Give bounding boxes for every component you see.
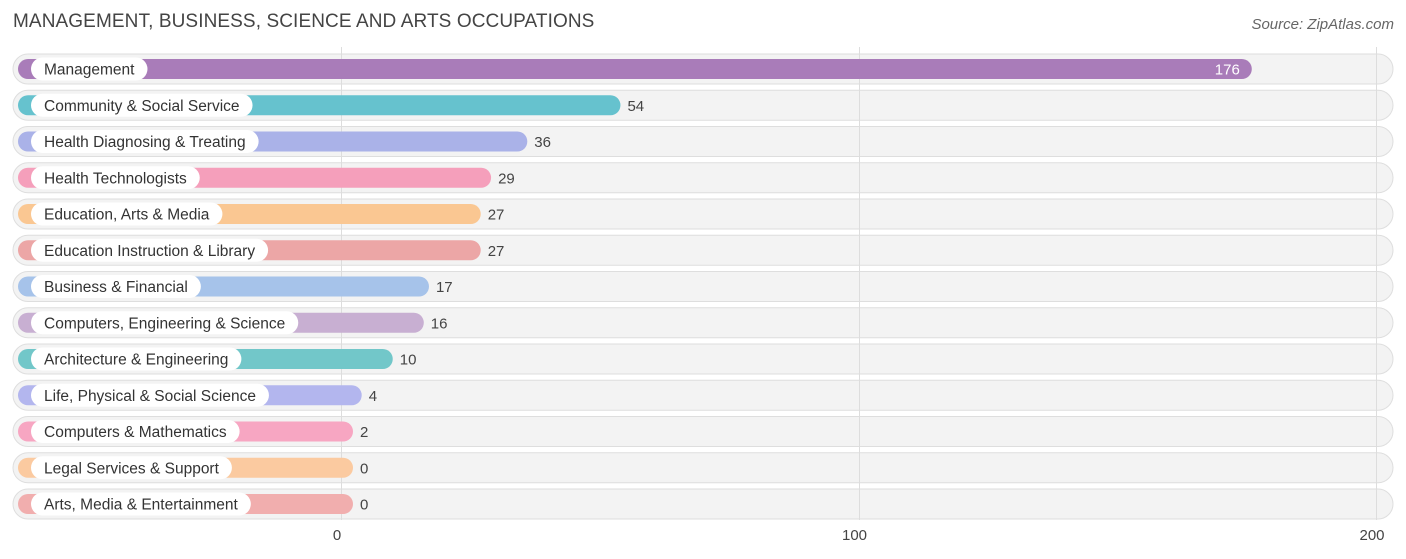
chart-source: Source: ZipAtlas.com — [1251, 16, 1394, 33]
row-background — [12, 488, 1394, 520]
row-background — [12, 452, 1394, 484]
category-label: Arts, Media & Entertainment — [44, 497, 239, 514]
category-label: Health Technologists — [44, 170, 187, 187]
category-label: Community & Social Service — [44, 98, 240, 115]
value-label: 0 — [360, 497, 368, 514]
bar[interactable] — [18, 59, 1252, 79]
category-label-pill — [31, 383, 269, 407]
category-label-pill — [31, 456, 232, 480]
category-label-pill — [31, 202, 223, 226]
category-label-pill — [31, 130, 259, 153]
category-label: Life, Physical & Social Science — [44, 388, 256, 405]
value-label: 17 — [436, 279, 453, 296]
value-label: 4 — [369, 388, 377, 405]
x-tick-labels: 0 100 200 — [333, 527, 1385, 544]
value-label: 10 — [400, 352, 417, 369]
category-label: Health Diagnosing & Treating — [44, 134, 246, 151]
category-label: Legal Services & Support — [44, 460, 220, 477]
category-label-pill — [31, 57, 148, 81]
value-label: 27 — [488, 243, 505, 260]
category-label-pill — [31, 492, 251, 516]
value-label: 2 — [360, 424, 368, 441]
category-label-pill — [31, 311, 299, 335]
category-label-pill — [31, 420, 240, 443]
value-label: 16 — [431, 315, 448, 332]
category-label: Education Instruction & Library — [44, 243, 255, 260]
category-label: Computers, Engineering & Science — [44, 315, 285, 332]
value-label: 36 — [534, 134, 551, 151]
category-label-pill — [31, 275, 201, 298]
x-tick-label: 100 — [842, 527, 867, 544]
value-label: 54 — [627, 98, 644, 115]
x-tick-label: 200 — [1359, 527, 1384, 544]
bars: Management 176 Community & Social Service 5… — [18, 57, 1252, 516]
category-label-pill — [31, 166, 200, 190]
category-label-pill — [31, 347, 242, 371]
category-label: Education, Arts & Media — [44, 207, 210, 224]
category-label: Computers & Mathematics — [44, 424, 227, 441]
value-label: 0 — [360, 460, 368, 477]
category-label: Architecture & Engineering — [44, 352, 228, 369]
row-background — [12, 416, 1394, 447]
value-label: 29 — [498, 170, 515, 187]
value-label: 27 — [488, 207, 505, 224]
category-label: Management — [44, 62, 135, 79]
category-label-pill — [31, 238, 269, 262]
category-label: Business & Financial — [44, 279, 188, 296]
x-tick-label: 0 — [333, 527, 341, 544]
category-label-pill — [31, 93, 253, 117]
value-label: 176 — [1215, 62, 1240, 79]
chart-title: MANAGEMENT, BUSINESS, SCIENCE AND ARTS O… — [13, 11, 595, 32]
